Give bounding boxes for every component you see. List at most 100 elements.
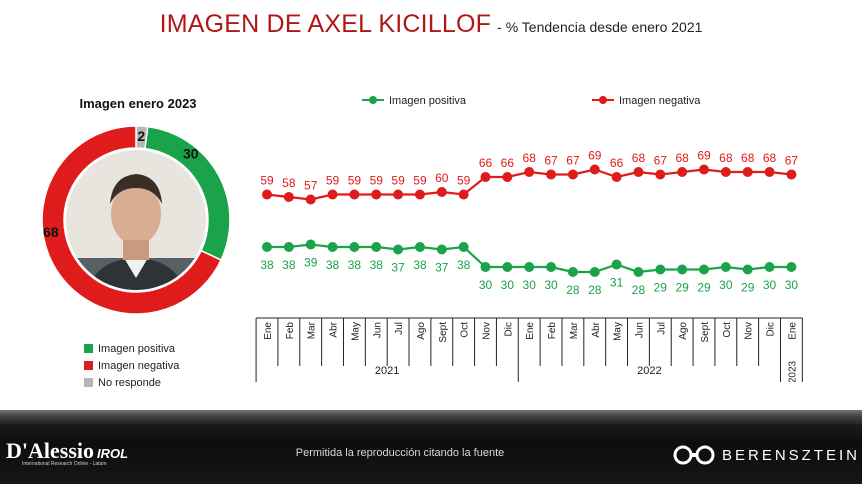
legend-marker-negative <box>599 96 607 104</box>
line-chart-legend: Imagen positiva Imagen negativa <box>362 95 701 107</box>
donut-chart: 2 30 68 <box>41 125 231 315</box>
data-label: 59 <box>326 174 340 188</box>
data-point <box>349 189 360 200</box>
footer-note: Permitida la reproducción citando la fue… <box>295 447 505 459</box>
data-point <box>611 172 622 182</box>
data-label: 67 <box>544 154 558 168</box>
data-point <box>393 189 404 200</box>
data-label: 59 <box>370 174 384 188</box>
donut-value-label: 2 <box>137 128 145 144</box>
data-label: 59 <box>391 174 405 188</box>
data-label: 30 <box>523 278 537 292</box>
data-point <box>764 262 775 272</box>
data-label: 59 <box>413 174 427 188</box>
legend-label-negative: Imagen negativa <box>619 95 701 107</box>
tick-label: Jun <box>372 322 383 338</box>
data-point <box>699 264 709 275</box>
data-point <box>677 167 688 177</box>
data-label: 68 <box>632 151 646 165</box>
data-label: 30 <box>785 278 799 292</box>
data-point <box>371 242 382 252</box>
data-label: 60 <box>435 171 449 185</box>
data-label: 30 <box>501 278 515 292</box>
data-label: 67 <box>566 154 580 168</box>
data-label: 28 <box>632 283 646 297</box>
data-label: 30 <box>763 278 777 292</box>
tick-label: Abr <box>329 321 340 337</box>
legend-swatch <box>84 378 93 387</box>
data-point <box>786 169 797 180</box>
data-point <box>524 262 535 272</box>
legend-item-no-responde: No responde <box>84 374 179 391</box>
data-point <box>414 242 425 252</box>
footer: D'Alessio IROL International Research Onl… <box>0 410 862 484</box>
data-point <box>524 167 535 177</box>
tick-label: Dic <box>766 322 777 336</box>
data-label: 67 <box>785 154 799 168</box>
data-label: 69 <box>588 149 602 163</box>
tick-label: May <box>350 322 361 341</box>
dalessio-logo: D'Alessio IROL International Research Onl… <box>6 438 128 467</box>
data-label: 28 <box>566 283 580 297</box>
legend-label: Imagen negativa <box>98 359 180 372</box>
data-label: 38 <box>457 258 471 272</box>
data-point <box>655 264 666 275</box>
tick-label: Mar <box>569 321 580 339</box>
logo-tagline: International Research Online - Latam <box>22 461 107 467</box>
data-label: 68 <box>719 151 733 165</box>
tick-label: Nov <box>482 322 493 340</box>
donut-value-label: 30 <box>183 146 199 162</box>
data-label: 66 <box>501 156 515 170</box>
data-label: 69 <box>697 149 711 163</box>
data-label: 29 <box>741 281 755 295</box>
data-label: 28 <box>588 283 602 297</box>
tick-label: Nov <box>744 322 755 340</box>
data-point <box>633 167 644 177</box>
year-label: 2022 <box>637 365 661 377</box>
tick-label: Feb <box>547 322 558 340</box>
data-point <box>764 167 775 177</box>
data-label: 30 <box>719 278 733 292</box>
data-label: 59 <box>260 174 274 188</box>
tick-label: Ene <box>787 322 798 340</box>
data-label: 37 <box>435 261 449 275</box>
data-label: 30 <box>479 278 493 292</box>
tick-label: Dic <box>503 322 514 336</box>
data-point <box>677 264 688 275</box>
data-label: 29 <box>697 281 711 295</box>
tick-label: Ago <box>678 322 689 340</box>
tick-label: Mar <box>307 321 318 339</box>
data-point <box>262 242 272 252</box>
chart-header: IMAGEN DE AXEL KICILLOF - % Tendencia des… <box>0 10 862 39</box>
data-point <box>589 164 600 175</box>
data-point <box>611 259 622 270</box>
year-label: 2021 <box>375 365 399 377</box>
data-label: 68 <box>523 151 537 165</box>
data-point <box>742 167 753 177</box>
data-label: 66 <box>610 156 624 170</box>
data-point <box>502 172 513 182</box>
legend-label-positive: Imagen positiva <box>389 95 467 107</box>
data-point <box>414 189 425 200</box>
data-label: 59 <box>348 174 362 188</box>
legend-swatch <box>84 361 93 370</box>
data-label: 30 <box>544 278 558 292</box>
data-point <box>436 187 447 197</box>
berensztein-wordmark: BERENSZTEIN <box>722 446 861 464</box>
data-point <box>327 189 338 200</box>
tick-label: Oct <box>460 322 471 338</box>
data-label: 29 <box>675 281 689 295</box>
tick-label: Ago <box>416 322 427 340</box>
data-point <box>305 194 316 205</box>
donut-title: Imagen enero 2023 <box>79 96 197 111</box>
data-point <box>786 262 797 272</box>
data-label: 68 <box>741 151 755 165</box>
data-label: 37 <box>391 261 405 275</box>
data-point <box>349 242 360 252</box>
page-subtitle: - % Tendencia desde enero 2021 <box>497 19 703 35</box>
data-point <box>305 239 316 250</box>
data-label: 38 <box>326 258 340 272</box>
legend-item-negative: Imagen negativa <box>84 357 179 374</box>
data-point <box>371 189 382 200</box>
data-label: 59 <box>457 174 471 188</box>
